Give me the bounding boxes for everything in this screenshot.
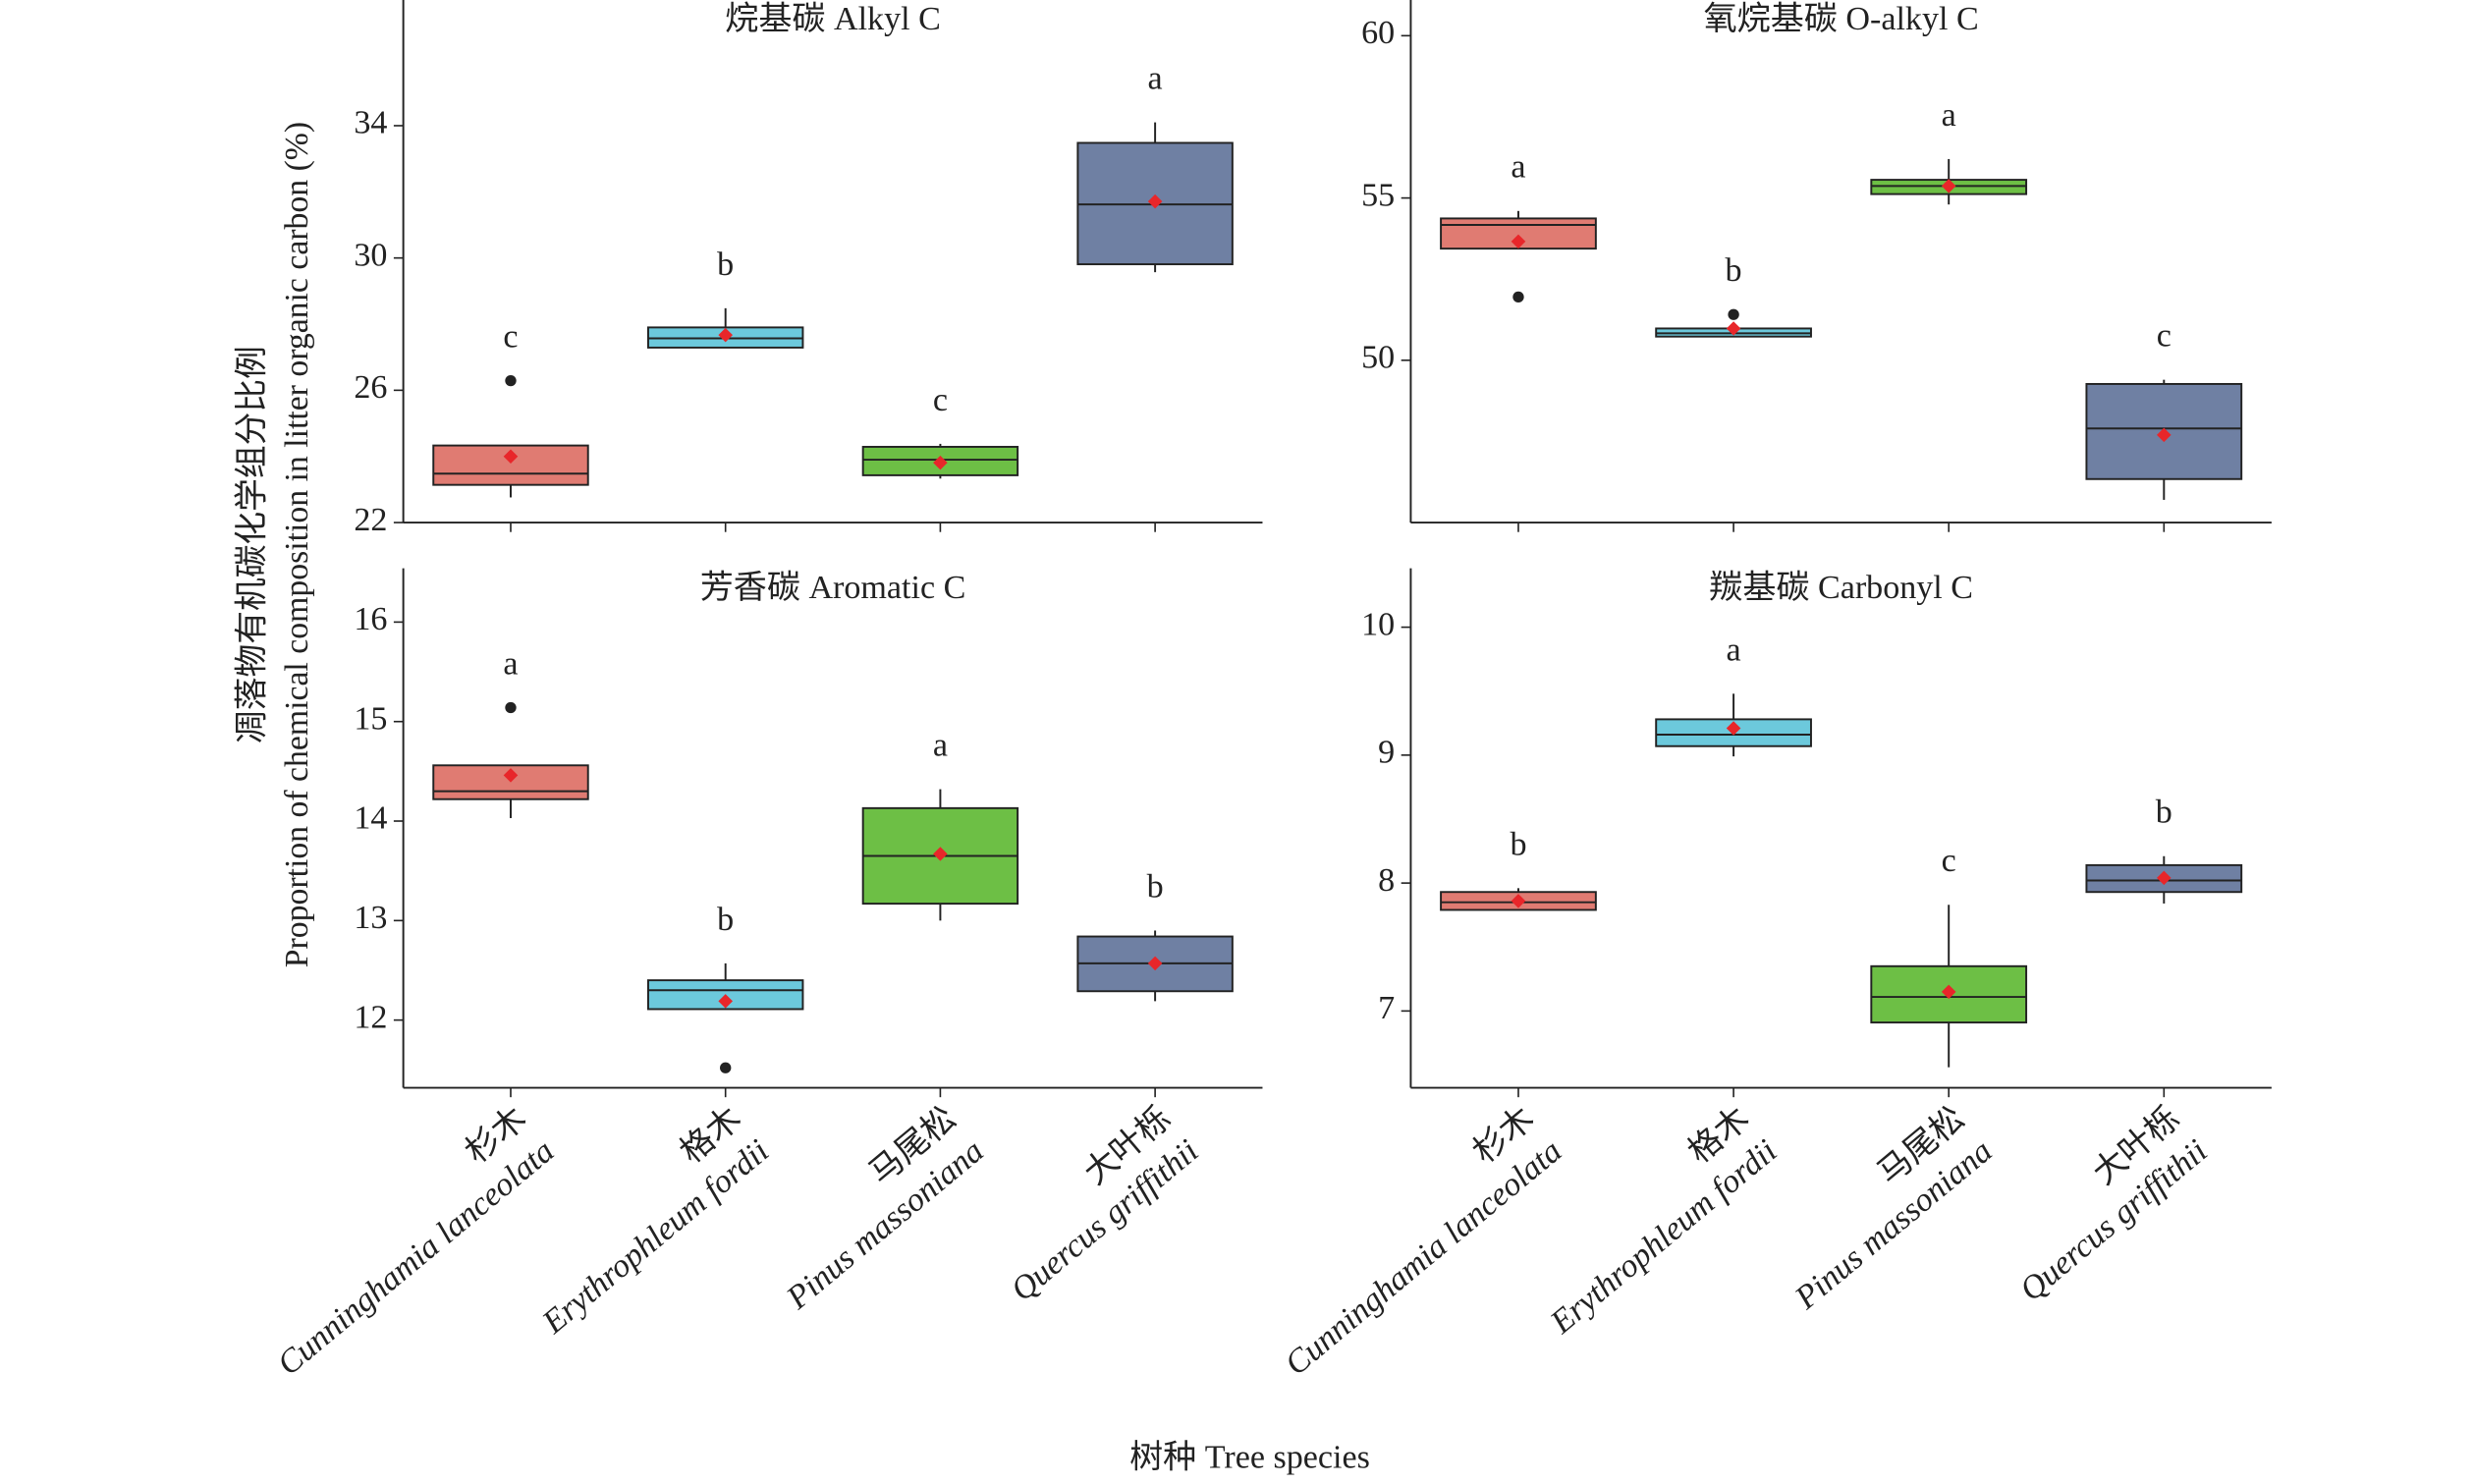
y-tick-label: 16 <box>354 601 387 637</box>
sig-letter: a <box>503 646 518 683</box>
mean <box>2157 427 2172 443</box>
mean <box>933 455 948 470</box>
mean <box>503 449 519 464</box>
mean <box>1941 179 1956 193</box>
panel-title: 氧烷基碳 O-alkyl C <box>1704 0 1979 37</box>
sig-letter: a <box>1148 61 1163 97</box>
panel-title: 芳香碳 Aromatic C <box>700 569 966 606</box>
y-label: 凋落物有机碳化学组分比例 Proportion of chemical comp… <box>233 122 315 967</box>
sig-letter: b <box>2156 795 2172 831</box>
sig-letter: a <box>1511 149 1525 186</box>
mean <box>1147 193 1163 209</box>
y-tick-label: 22 <box>354 502 387 538</box>
category-species: Cunninghamia lanceolata <box>271 1133 562 1383</box>
y-tick-label: 50 <box>1361 340 1395 376</box>
box <box>2085 863 2243 894</box>
sig-letter: b <box>717 902 734 938</box>
y-tick-label: 8 <box>1378 862 1395 899</box>
y-tick-label: 15 <box>354 701 387 738</box>
mean <box>933 847 948 861</box>
y-tick-label: 14 <box>354 800 387 837</box>
mean <box>718 327 734 343</box>
category-species: Cunninghamia lanceolata <box>1279 1133 1569 1383</box>
mean <box>2157 870 2172 886</box>
mean <box>718 994 734 1009</box>
y-tick-label: 10 <box>1361 606 1395 642</box>
y-tick-label: 34 <box>354 105 387 141</box>
x-label: 树种 Tree species <box>1129 1439 1370 1476</box>
y-tick-label: 26 <box>354 369 387 406</box>
category-species: Erythrophleum fordii <box>1543 1133 1784 1342</box>
sig-letter: b <box>1726 252 1742 289</box>
mean <box>1726 721 1741 736</box>
y-tick-label: 13 <box>354 900 387 936</box>
panel-title: 烷基碳 Alkyl C <box>725 0 941 37</box>
y-label-en: Proportion of chemical composition in li… <box>279 122 315 967</box>
sig-letter: c <box>2157 318 2172 355</box>
outlier <box>720 1062 732 1073</box>
sig-letter: c <box>503 319 518 356</box>
mean <box>1147 956 1163 971</box>
sig-letter: a <box>1727 632 1741 668</box>
y-tick-label: 55 <box>1361 177 1395 213</box>
y-tick-label: 7 <box>1378 990 1395 1026</box>
mean <box>1726 321 1741 336</box>
outlier <box>505 701 517 714</box>
outlier <box>505 374 517 387</box>
mean <box>1941 984 1956 1000</box>
mean <box>503 768 519 783</box>
y-tick-label: 9 <box>1378 735 1395 771</box>
sig-letter: a <box>1942 97 1956 134</box>
sig-letter: c <box>1942 843 1956 879</box>
outlier <box>1512 291 1524 303</box>
category-species: Erythrophleum fordii <box>535 1133 776 1342</box>
sig-letter: c <box>933 382 948 418</box>
sig-letter: a <box>933 728 948 764</box>
sig-letter: b <box>1510 826 1526 862</box>
y-tick-label: 30 <box>354 238 387 274</box>
y-label-zh: 凋落物有机碳化学组分比例 <box>233 346 270 743</box>
y-tick-label: 12 <box>354 1000 387 1036</box>
panel-title: 羰基碳 Carbonyl C <box>1709 569 1973 606</box>
sig-letter: b <box>1147 869 1164 906</box>
sig-letter: b <box>717 247 734 283</box>
outlier <box>1728 308 1739 320</box>
y-tick-label: 60 <box>1361 15 1395 51</box>
